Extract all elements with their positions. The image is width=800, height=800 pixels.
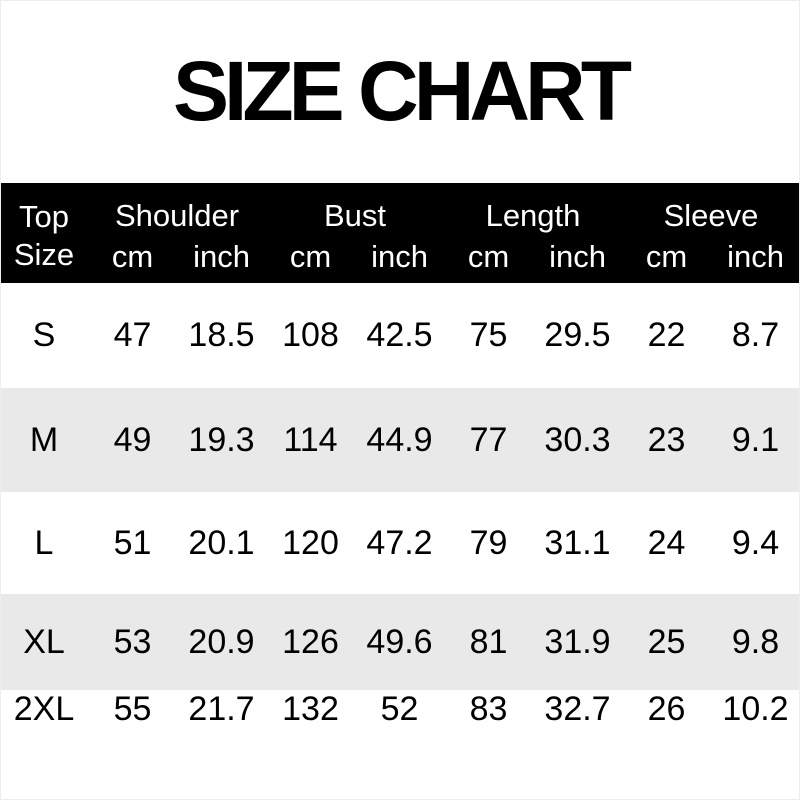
value-cell: 32.7 [544, 690, 611, 728]
header-unit-length-cm: cm [467, 239, 510, 274]
value-cell: 47 [113, 316, 152, 354]
header-unit-shoulder-cm: cm [111, 239, 154, 274]
value-cell: 18.5 [188, 316, 255, 354]
value-cell: 9.4 [731, 523, 780, 562]
value-cell: 77 [469, 420, 508, 459]
title-area: SIZE CHART [0, 0, 800, 183]
value-cell: 23 [647, 420, 686, 459]
value-cell: 10.2 [722, 690, 789, 728]
size-cell: L [34, 523, 54, 562]
value-cell: 55 [113, 690, 152, 728]
value-cell: 31.9 [544, 622, 611, 661]
value-cell: 53 [113, 622, 152, 661]
value-cell: 83 [469, 690, 508, 728]
value-cell: 8.7 [731, 316, 780, 354]
value-cell: 25 [647, 622, 686, 661]
value-cell: 21.7 [188, 690, 255, 728]
header-unit-length-inch: inch [549, 239, 606, 274]
value-cell: 29.5 [544, 316, 611, 354]
table-row-xl: XL 53 20.9 126 49.6 81 31.9 25 9.8 [0, 594, 800, 690]
table-header: Top Size Shoulder Bust Length Sleeve cm … [0, 183, 800, 283]
size-cell: M [29, 420, 59, 459]
value-cell: 114 [283, 420, 338, 459]
header-group-length: Length [485, 198, 581, 233]
header-corner-line2: Size [13, 237, 75, 272]
value-cell: 108 [282, 316, 339, 354]
header-unit-shoulder-inch: inch [193, 239, 250, 274]
value-cell: 51 [113, 523, 152, 562]
value-cell: 30.3 [544, 420, 611, 459]
value-cell: 42.5 [366, 316, 433, 354]
value-cell: 75 [469, 316, 508, 354]
value-cell: 47.2 [366, 523, 433, 562]
header-unit-bust-cm: cm [289, 239, 332, 274]
value-cell: 9.8 [731, 622, 780, 661]
value-cell: 49.6 [366, 622, 433, 661]
table-row-2xl: 2XL 55 21.7 132 52 83 32.7 26 10.2 [0, 690, 800, 729]
header-unit-sleeve-cm: cm [645, 239, 688, 274]
table-row-s: S 47 18.5 108 42.5 75 29.5 22 8.7 [0, 283, 800, 388]
value-cell: 22 [647, 316, 686, 354]
size-cell: XL [23, 622, 65, 661]
value-cell: 31.1 [544, 523, 611, 562]
value-cell: 26 [647, 690, 686, 728]
header-corner-top-size: Top Size [0, 183, 88, 283]
header-group-sleeve: Sleeve [663, 198, 759, 233]
value-cell: 126 [282, 622, 339, 661]
header-group-shoulder: Shoulder [114, 198, 240, 233]
value-cell: 19.3 [188, 420, 255, 459]
size-table: Top Size Shoulder Bust Length Sleeve cm … [0, 183, 800, 729]
value-cell: 9.1 [731, 420, 780, 459]
value-cell: 20.9 [188, 622, 255, 661]
header-unit-sleeve-inch: inch [727, 239, 784, 274]
table-row-m: M 49 19.3 114 44.9 77 30.3 23 9.1 [0, 388, 800, 492]
header-corner-line1: Top [19, 198, 69, 234]
header-group-bust: Bust [323, 198, 387, 233]
value-cell: 44.9 [366, 420, 433, 459]
value-cell: 49 [113, 420, 152, 459]
size-cell: 2XL [13, 690, 75, 728]
value-cell: 79 [469, 523, 508, 562]
header-unit-bust-inch: inch [371, 239, 428, 274]
value-cell: 81 [469, 622, 508, 661]
value-cell: 120 [282, 523, 339, 562]
value-cell: 24 [647, 523, 686, 562]
value-cell: 20.1 [188, 523, 255, 562]
size-cell: S [32, 316, 56, 354]
value-cell: 52 [380, 690, 419, 728]
value-cell: 132 [282, 690, 339, 728]
table-row-l: L 51 20.1 120 47.2 79 31.1 24 9.4 [0, 492, 800, 594]
page-title: SIZE CHART [173, 44, 632, 138]
